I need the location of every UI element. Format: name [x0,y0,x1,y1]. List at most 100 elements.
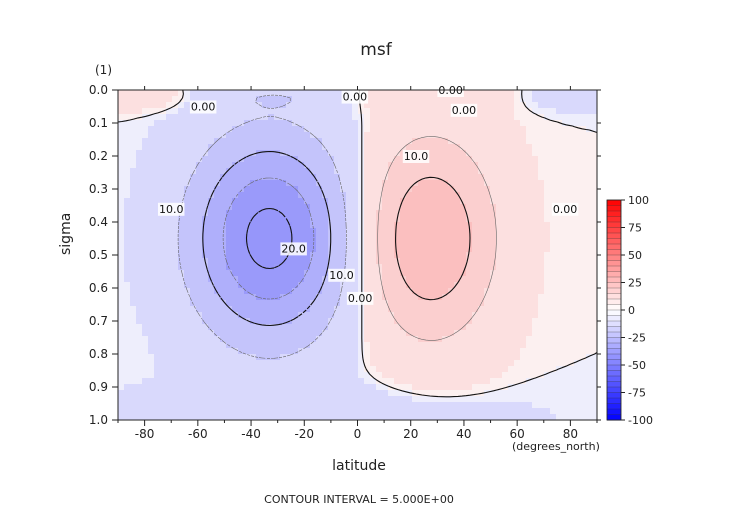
field-cell [160,132,167,139]
field-cell [142,246,149,253]
field-cell [394,270,401,277]
colorbar-step [606,353,622,361]
field-cell [406,360,413,367]
field-cell [124,204,131,211]
field-cell [574,402,581,409]
field-cell [436,276,443,283]
field-cell [166,276,173,283]
field-cell [388,150,395,157]
field-cell [586,162,593,169]
field-cell [508,168,515,175]
field-cell [352,180,359,187]
field-cell [478,360,485,367]
field-cell [532,96,539,103]
field-cell [208,246,215,253]
field-cell [472,384,479,391]
field-cell [424,390,431,397]
field-cell [172,186,179,193]
field-cell [580,402,587,409]
field-cell [412,330,419,337]
field-cell [340,126,347,133]
field-cell [202,336,209,343]
field-cell [550,138,557,145]
field-cell [568,276,575,283]
field-cell [130,360,137,367]
field-cell [358,276,365,283]
field-cell [352,384,359,391]
field-cell [412,336,419,343]
field-cell [232,348,239,355]
field-cell [328,174,335,181]
field-cell [220,108,227,115]
field-cell [358,240,365,247]
field-cell [226,348,233,355]
field-cell [322,174,329,181]
field-cell [586,378,593,385]
field-cell [586,372,593,379]
field-cell [556,114,563,121]
field-cell [514,108,521,115]
field-cell [310,312,317,319]
field-cell [298,138,305,145]
field-cell [172,150,179,157]
field-cell [388,114,395,121]
field-cell [466,90,473,97]
field-cell [226,120,233,127]
field-cell [142,108,149,115]
field-cell [262,252,269,259]
field-cell [370,288,377,295]
field-cell [370,204,377,211]
field-cell [334,294,341,301]
field-cell [394,138,401,145]
field-cell [478,330,485,337]
field-cell [166,258,173,265]
field-cell [346,348,353,355]
field-cell [502,408,509,415]
field-cell [196,174,203,181]
field-cell [280,270,287,277]
field-cell [520,366,527,373]
field-cell [454,150,461,157]
field-cell [304,234,311,241]
field-cell [178,390,185,397]
field-cell [562,348,569,355]
field-cell [376,312,383,319]
field-cell [538,264,545,271]
field-cell [244,198,251,205]
field-cell [442,378,449,385]
field-cell [490,252,497,259]
field-cell [166,294,173,301]
field-cell [118,348,125,355]
field-cell [148,216,155,223]
field-cell [430,270,437,277]
field-cell [382,198,389,205]
field-cell [142,234,149,241]
field-cell [418,90,425,97]
colorbar-step [606,227,622,234]
field-cell [574,150,581,157]
field-cell [214,378,221,385]
field-cell [286,288,293,295]
field-cell [196,408,203,415]
field-cell [232,252,239,259]
field-cell [232,108,239,115]
field-cell [526,198,533,205]
field-cell [442,336,449,343]
field-cell [268,228,275,235]
field-cell [484,258,491,265]
field-cell [358,216,365,223]
field-cell [574,366,581,373]
field-cell [262,150,269,157]
field-cell [574,240,581,247]
field-cell [328,324,335,331]
field-cell [520,294,527,301]
field-cell [418,360,425,367]
field-cell [400,180,407,187]
field-cell [328,264,335,271]
field-cell [478,156,485,163]
field-cell [310,276,317,283]
field-cell [460,240,467,247]
field-cell [250,240,257,247]
contour-line [118,89,598,398]
field-cell [298,360,305,367]
